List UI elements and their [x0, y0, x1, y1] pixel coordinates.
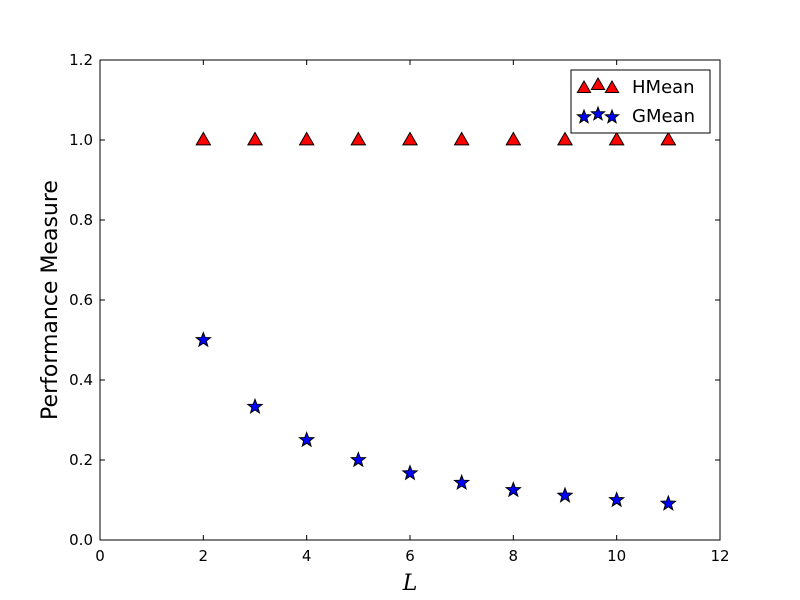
gmean-point: [298, 431, 316, 448]
hmean-point: [557, 131, 573, 146]
gmean-point: [453, 473, 471, 491]
legend-gmean-symbol: [589, 105, 607, 121]
x-tick-label: 0: [95, 547, 105, 565]
legend-label-hmean: HMean: [632, 77, 695, 98]
hmean-point: [660, 131, 677, 146]
legend-hmean-symbol: [590, 76, 606, 91]
y-tick-label: 1.2: [69, 51, 93, 69]
hmean-point: [453, 131, 470, 146]
x-tick-label: 2: [199, 547, 209, 565]
y-tick-label: 0.4: [69, 371, 93, 389]
gmean-point: [246, 397, 264, 415]
y-tick-label: 1.0: [69, 131, 93, 149]
hmean-point: [505, 131, 522, 146]
legend: HMean GMean: [570, 69, 711, 134]
gmean-point: [556, 486, 574, 503]
legend-label-gmean: GMean: [632, 106, 695, 127]
x-tick-label: 6: [405, 547, 415, 565]
markers-layer: [194, 131, 677, 511]
legend-hmean-symbol: [604, 79, 620, 94]
gmean-point: [608, 491, 626, 508]
legend-hmean-symbol: [576, 79, 592, 94]
hmean-point: [247, 131, 263, 146]
legend-box: [570, 69, 711, 134]
gmean-point: [401, 464, 419, 481]
hmean-point: [298, 131, 315, 146]
y-tick-label: 0.8: [69, 211, 93, 229]
hmean-point: [402, 131, 418, 146]
gmean-point: [349, 451, 367, 468]
legend-gmean-symbol: [603, 108, 621, 124]
legend-symbols: [575, 76, 621, 124]
x-tick-label: 8: [509, 547, 519, 565]
y-tick-label: 0.2: [69, 451, 93, 469]
legend-gmean-symbol: [575, 108, 593, 124]
hmean-point: [350, 131, 367, 146]
y-axis-title: Performance Measure: [38, 180, 63, 420]
x-axis-title: L: [402, 571, 418, 596]
y-tick-label: 0.0: [69, 531, 93, 549]
x-tick-label: 4: [302, 547, 312, 565]
hmean-point: [608, 131, 625, 146]
hmean-point: [195, 131, 212, 146]
x-tick-label: 10: [607, 547, 626, 565]
gmean-point: [659, 494, 677, 511]
ticks-layer: 0 2 4 6 8 10 12 0.0 0.2 0.4 0.6 0.8 1.0 1.2: [69, 51, 729, 565]
gmean-point: [194, 331, 212, 348]
x-tick-label: 12: [710, 547, 729, 565]
gmean-point: [504, 481, 522, 498]
y-tick-label: 0.6: [69, 291, 93, 309]
